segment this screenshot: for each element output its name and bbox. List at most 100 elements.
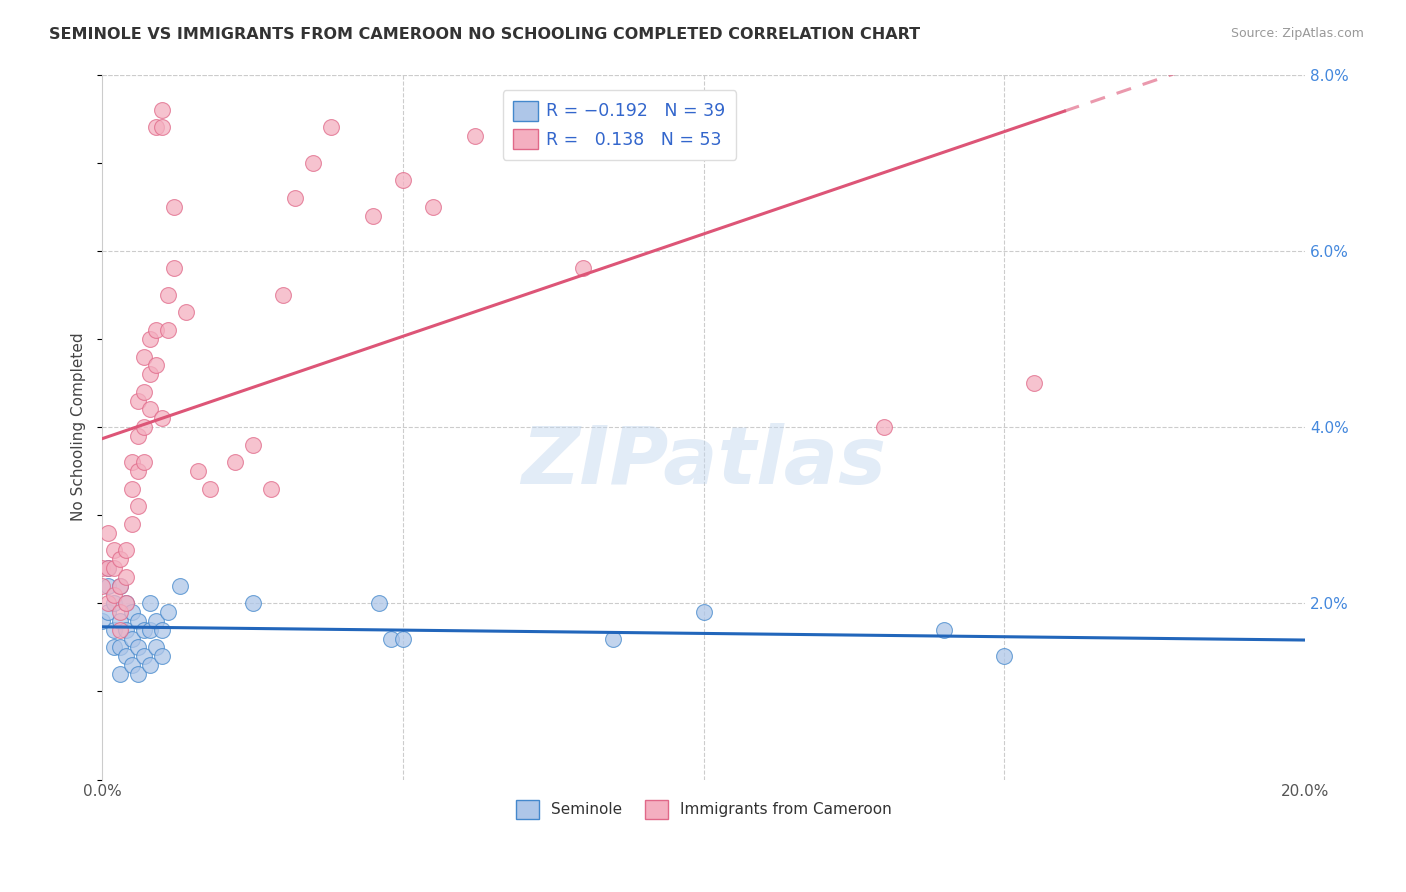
Point [115, 570, 138, 584]
Point [134, 384, 156, 399]
Point [103, 588, 125, 602]
Point [572, 261, 595, 276]
Point [91, 579, 114, 593]
Point [150, 411, 173, 425]
Point [121, 632, 143, 646]
Point [145, 640, 167, 655]
Point [145, 359, 167, 373]
Point [319, 120, 342, 135]
Point [139, 596, 162, 610]
Point [139, 402, 162, 417]
Point [110, 579, 132, 593]
Point [103, 561, 125, 575]
Point [157, 288, 180, 302]
Point [134, 350, 156, 364]
Point [464, 129, 486, 144]
Point [157, 323, 180, 337]
Text: SEMINOLE VS IMMIGRANTS FROM CAMEROON NO SCHOOLING COMPLETED CORRELATION CHART: SEMINOLE VS IMMIGRANTS FROM CAMEROON NO … [49, 27, 921, 42]
Point [110, 579, 132, 593]
Point [139, 332, 162, 346]
Point [242, 438, 264, 452]
Point [200, 482, 222, 496]
Point [150, 623, 173, 637]
Point [127, 666, 149, 681]
Point [121, 605, 143, 619]
Point [121, 516, 143, 531]
Point [259, 482, 281, 496]
Point [139, 367, 162, 381]
Point [121, 658, 143, 673]
Point [271, 288, 294, 302]
Point [361, 209, 384, 223]
Y-axis label: No Schooling Completed: No Schooling Completed [72, 333, 86, 522]
Point [150, 649, 173, 664]
Text: ZIPatlas: ZIPatlas [522, 424, 886, 501]
Point [127, 429, 149, 443]
Point [367, 596, 389, 610]
Point [134, 649, 156, 664]
Point [392, 173, 415, 187]
Point [103, 543, 125, 558]
Point [169, 579, 191, 593]
Point [97, 525, 120, 540]
Point [115, 543, 138, 558]
Point [127, 393, 149, 408]
Legend: Seminole, Immigrants from Cameroon: Seminole, Immigrants from Cameroon [509, 794, 898, 825]
Point [110, 623, 132, 637]
Point [103, 596, 125, 610]
Point [115, 596, 138, 610]
Point [145, 120, 167, 135]
Text: Source: ZipAtlas.com: Source: ZipAtlas.com [1230, 27, 1364, 40]
Point [134, 455, 156, 469]
Point [145, 323, 167, 337]
Point [150, 103, 173, 117]
Point [110, 605, 132, 619]
Point [97, 561, 120, 575]
Point [110, 614, 132, 628]
Point [163, 261, 186, 276]
Point [115, 649, 138, 664]
Point [873, 420, 896, 434]
Point [134, 623, 156, 637]
Point [115, 596, 138, 610]
Point [97, 561, 120, 575]
Point [242, 596, 264, 610]
Point [301, 155, 323, 169]
Point [91, 614, 114, 628]
Point [127, 614, 149, 628]
Point [127, 500, 149, 514]
Point [103, 640, 125, 655]
Point [110, 666, 132, 681]
Point [163, 200, 186, 214]
Point [187, 464, 209, 478]
Point [1024, 376, 1046, 390]
Point [380, 632, 402, 646]
Point [145, 614, 167, 628]
Point [121, 455, 143, 469]
Point [150, 120, 173, 135]
Point [993, 649, 1015, 664]
Point [157, 605, 180, 619]
Point [115, 623, 138, 637]
Point [103, 623, 125, 637]
Point [422, 200, 444, 214]
Point [512, 94, 534, 108]
Point [134, 420, 156, 434]
Point [110, 640, 132, 655]
Point [97, 579, 120, 593]
Point [127, 640, 149, 655]
Point [602, 632, 624, 646]
Point [224, 455, 246, 469]
Point [139, 623, 162, 637]
Point [91, 561, 114, 575]
Point [110, 552, 132, 566]
Point [121, 482, 143, 496]
Point [692, 605, 714, 619]
Point [284, 191, 307, 205]
Point [934, 623, 956, 637]
Point [127, 464, 149, 478]
Point [97, 605, 120, 619]
Point [392, 632, 415, 646]
Point [97, 596, 120, 610]
Point [139, 658, 162, 673]
